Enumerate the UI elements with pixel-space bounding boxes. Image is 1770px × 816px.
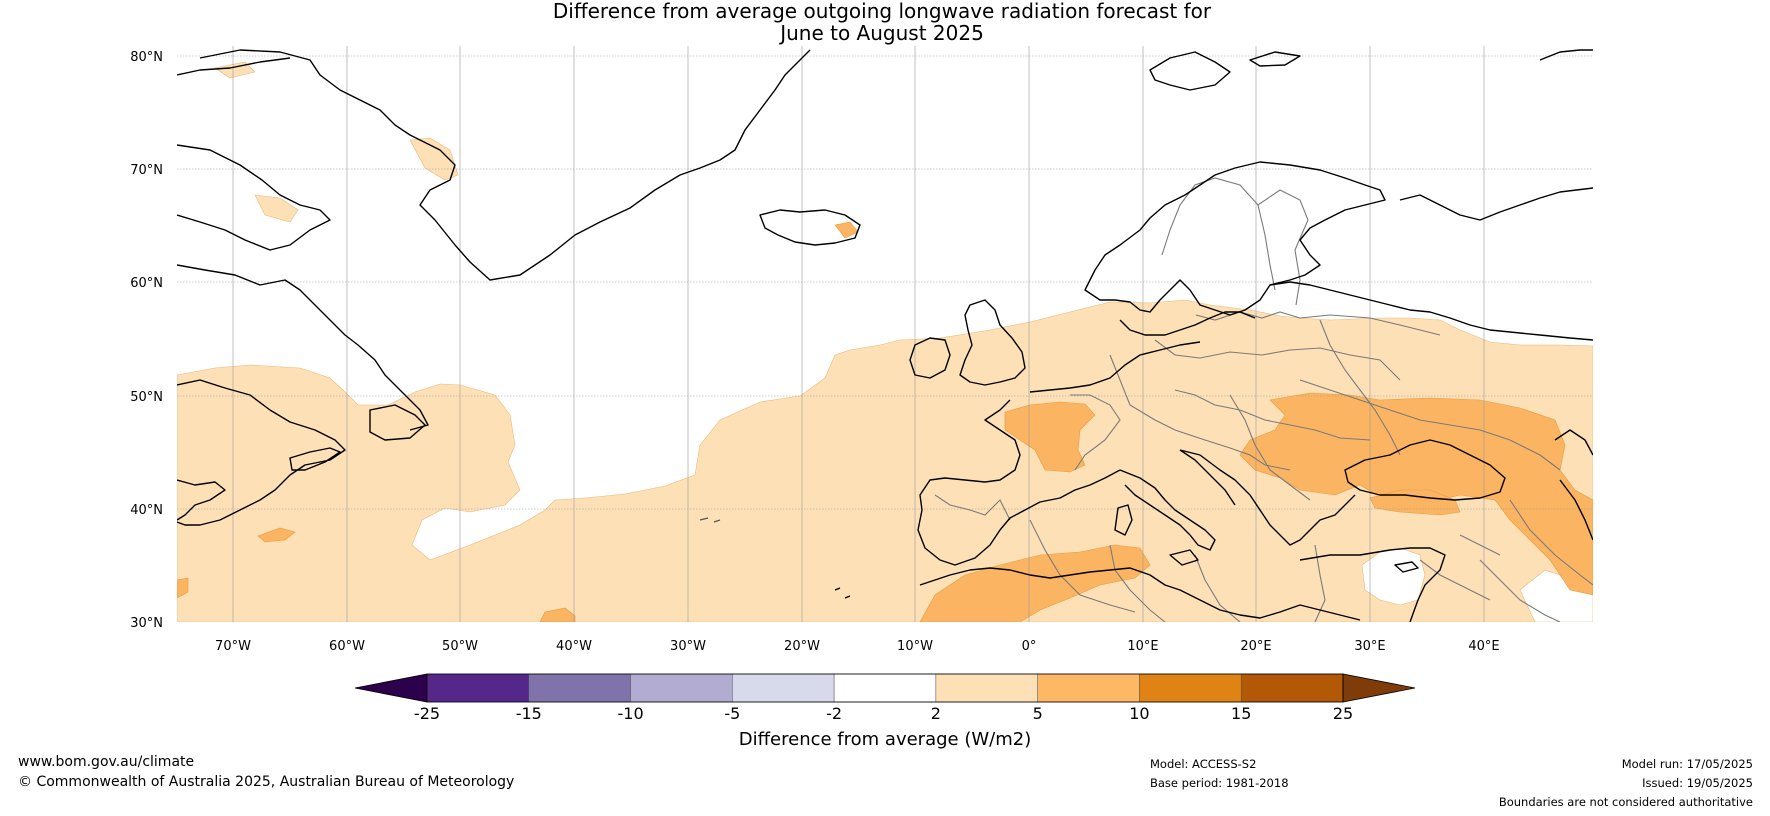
colorbar-tick-label: -10 [617,704,643,723]
lon-label-40w: 40°W [556,639,592,654]
coastline-balkans [1179,449,1356,546]
coastline-western-europe [917,341,1201,566]
colorbar-tick-label: 15 [1231,704,1251,723]
colorbar-tick-label: 10 [1129,704,1149,723]
coastline-gulf-finland [1269,281,1593,341]
graticule [177,46,1593,622]
coastline-north-africa [919,567,1361,621]
colorbar-segment [833,673,937,703]
coastline-quebec [177,379,346,526]
coastline-newfoundland [369,404,426,441]
colorbar-segment [1037,673,1140,703]
lat-label-80n: 80°N [130,50,163,65]
colorbar-segment [630,673,733,703]
coastline-svalbard [1149,51,1231,91]
anomaly-spot-baffin [254,194,299,223]
coastline-sicily [1169,549,1199,566]
lon-label-50w: 50°W [442,639,478,654]
coastline-labrador [177,264,429,431]
colorbar-segment [528,673,631,703]
coastline-scandinavia [1084,161,1386,316]
colorbar-tick-label: 5 [1033,704,1043,723]
colorbar-segment [935,673,1038,703]
colorbar-extend-high [1342,673,1416,703]
coastline-iceland [759,209,861,246]
parallels [177,55,1593,510]
colorbar-tick-label: -15 [516,704,542,723]
coastline-italy [1119,449,1236,551]
colorbar-extend-low [354,673,428,703]
anomaly-spot-west [177,577,189,599]
lat-label-30n: 30°N [130,616,163,631]
country-borders [934,177,1593,622]
coastline-nova-scotia [289,447,341,471]
lon-label-10w: 10°W [897,639,933,654]
coastline-turkey [1299,547,1446,622]
footer-base-period: Base period: 1981-2018 [1150,776,1289,790]
footer-issued: Issued: 19/05/2025 [1642,776,1753,790]
longitude-labels: 70°W 60°W 50°W 40°W 30°W 20°W 10°W 0° 10… [215,639,1500,654]
coastline-caspian [1554,429,1593,541]
colorbar-tick-label: 2 [931,704,941,723]
coastline-sardinia [1114,504,1133,536]
coastlines [177,49,1593,622]
coastline-baltic [1119,311,1256,336]
footer-disclaimer: Boundaries are not considered authoritat… [1498,795,1753,809]
colorbar-segment [426,673,530,703]
coastline-cyprus [1394,561,1419,573]
lat-label-50n: 50°N [130,390,163,405]
coastline-ellesmere [177,57,291,76]
anomaly-spot-arctic [214,61,256,79]
lat-label-40n: 40°N [130,503,163,518]
lon-label-10e: 10°E [1127,639,1158,654]
colorbar-ticks: -25 -15 -10 -5 -2 2 5 10 15 25 [414,704,1353,723]
anomaly-area-france [1004,401,1096,473]
lat-label-70n: 70°N [130,163,163,178]
coastline-us-east [177,479,226,521]
coastline-baffin [177,144,331,251]
lon-label-20e: 20°E [1240,639,1271,654]
footer-copyright: © Commonwealth of Australia 2025, Austra… [18,774,515,790]
latitude-labels: 80°N 70°N 60°N 50°N 40°N 30°N [130,50,163,631]
coastline-black-sea [1344,439,1506,501]
footer-model: Model: ACCESS-S2 [1150,757,1257,771]
coastline-canaries [834,587,851,599]
colorbar-tick-label: 25 [1333,704,1353,723]
colorbar-label: Difference from average (W/m2) [739,729,1031,750]
coastline-britain [959,299,1026,386]
anomaly-area-sahara [919,544,1151,622]
lon-label-0: 0° [1022,639,1037,654]
map-panel [177,46,1593,622]
colorbar-tick-label: -5 [724,704,740,723]
meridians [232,46,1485,622]
colorbar [354,673,1416,703]
map-title-line1: Difference from average outgoing longwav… [552,0,1212,23]
lat-label-60n: 60°N [130,276,163,291]
lon-label-20w: 20°W [784,639,820,654]
footer-model-run: Model run: 17/05/2025 [1621,757,1753,771]
coastline-azores [699,517,721,523]
anomaly-spot-bermuda [539,607,576,622]
coastline-novaya-zemlya [1539,49,1593,61]
map-title-line2: June to August 2025 [780,21,984,45]
footer-website[interactable]: www.bom.gov.au/climate [18,754,195,770]
lon-label-60w: 60°W [329,639,365,654]
colorbar-tick-label: -2 [826,704,842,723]
colorbar-segment [1139,673,1242,703]
coastline-ireland [909,337,951,379]
coastline-franz-josef [1249,51,1301,67]
coastline-greenland [199,49,811,281]
colorbar-segment [732,673,835,703]
anomaly-spot-atlantic [257,527,296,543]
colorbar-segment [1240,673,1344,703]
lon-label-40e: 40°E [1468,639,1499,654]
lon-label-30w: 30°W [670,639,706,654]
anomaly-spot-greenland [409,137,459,181]
colorbar-tick-label: -25 [414,704,440,723]
colorbar-outline [426,673,1344,703]
lon-label-70w: 70°W [215,639,251,654]
coastline-white-sea [1399,187,1593,221]
lon-label-30e: 30°E [1354,639,1385,654]
